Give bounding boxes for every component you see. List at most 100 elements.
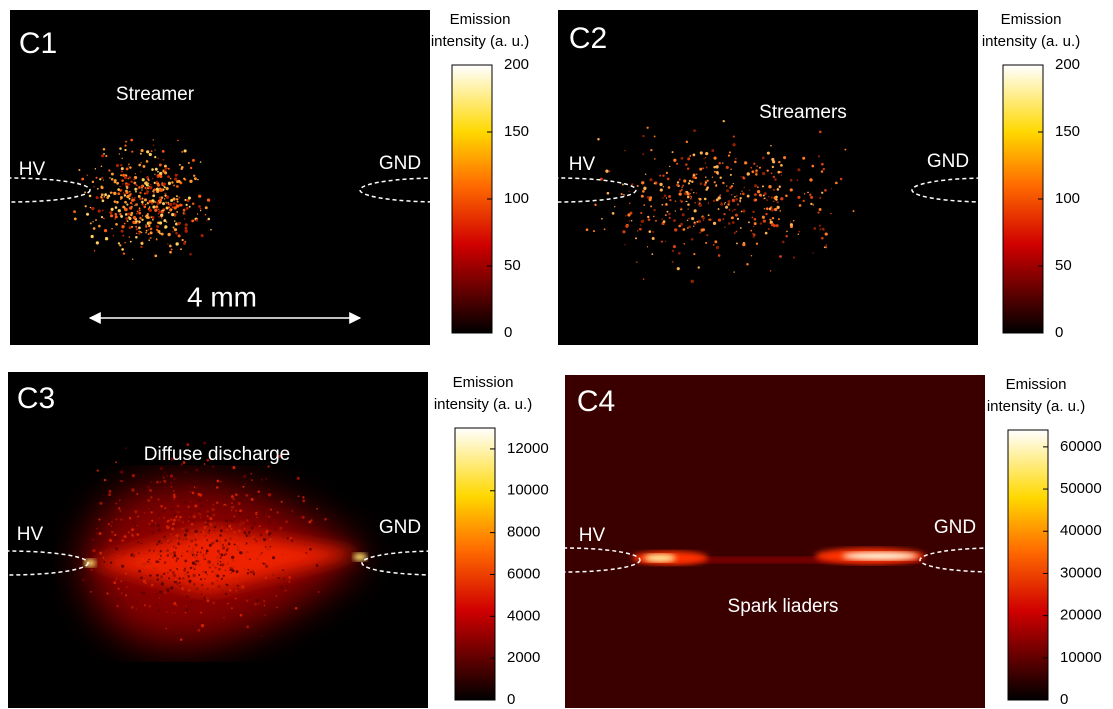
emission-dot [177,505,180,508]
emission-dot [189,517,191,519]
emission-dot [95,168,96,169]
emission-dot [169,552,172,555]
emission-dot [179,516,182,519]
emission-dot [674,228,677,231]
emission-dot [206,220,207,221]
emission-dot [159,571,160,572]
emission-dot [714,181,716,183]
emission-dot [786,231,788,233]
emission-dot [173,494,175,496]
emission-dot [235,619,238,622]
emission-dot [719,177,721,179]
emission-dot [705,188,708,191]
emission-dot [192,159,195,162]
emission-dot [261,552,263,554]
emission-dot [220,557,222,559]
emission-dot [140,162,141,163]
emission-dot [622,184,624,186]
emission-dot [157,171,159,173]
emission-dot [298,495,300,497]
emission-dot [233,531,236,534]
emission-dot [156,543,158,545]
emission-dot [190,509,191,510]
emission-dot [819,225,821,227]
emission-dot [150,551,152,553]
emission-dot [785,195,788,198]
emission-dot [702,228,705,231]
emission-dot [693,129,696,132]
emission-dot [186,550,188,552]
emission-dot [246,599,249,602]
emission-dot [141,189,142,190]
emission-dot [206,597,208,599]
emission-dot [161,233,164,236]
emission-dot [175,534,178,537]
emission-dot [166,549,169,552]
emission-dot [111,228,112,229]
emission-dot [152,178,153,179]
emission-dot [110,192,112,194]
emission-dot [780,164,783,167]
colorbar-title: Emission [453,374,514,391]
emission-dot [148,559,150,561]
emission-dot [131,606,134,609]
emission-dot [270,546,271,547]
emission-dot [194,504,197,507]
emission-dot [248,596,250,598]
emission-dot [732,221,735,224]
colorbar-tick-label: 40000 [1060,522,1102,539]
emission-dot [207,218,210,221]
emission-dot [131,528,134,531]
emission-dot [729,151,731,153]
emission-dot [154,255,157,258]
emission-dot [198,574,200,576]
emission-dot [207,520,209,522]
emission-dot [140,171,141,172]
emission-dot [136,185,137,186]
emission-dot [650,205,652,207]
emission-dot [673,245,676,248]
emission-dot [844,149,846,151]
emission-dot [211,563,214,566]
emission-dot [90,569,92,571]
emission-dot [140,153,142,155]
emission-dot [748,221,750,223]
emission-dot [212,508,215,511]
emission-dot [199,513,201,515]
emission-dot [681,186,682,187]
emission-dot [726,166,729,169]
emission-dot [690,198,692,200]
emission-dot [639,228,642,231]
emission-dot [247,534,250,537]
emission-dot [283,579,285,581]
colorbar-tick-label: 100 [504,190,529,207]
emission-dot [197,560,200,563]
emission-dot [285,520,288,523]
emission-dot [148,183,149,184]
emission-dot [113,192,116,195]
emission-dot [126,204,128,206]
emission-dot [167,233,170,236]
emission-dot [161,217,162,218]
emission-dot [157,561,159,563]
emission-dot [166,195,169,198]
emission-dot [200,208,202,210]
emission-dot [200,517,202,519]
emission-dot [134,560,137,563]
emission-dot [100,185,102,187]
emission-dot [178,234,181,237]
emission-dot [216,486,218,488]
emission-dot [184,218,185,219]
emission-dot [135,191,137,193]
emission-dot [672,261,674,263]
emission-dot [170,199,173,202]
emission-dot [240,521,242,523]
emission-dot [195,563,197,565]
emission-dot [163,189,165,191]
emission-dot [774,178,777,181]
emission-dot [146,215,148,217]
emission-dot [170,518,172,520]
emission-dot [232,559,235,562]
emission-dot [705,152,708,155]
emission-dot [162,511,164,513]
